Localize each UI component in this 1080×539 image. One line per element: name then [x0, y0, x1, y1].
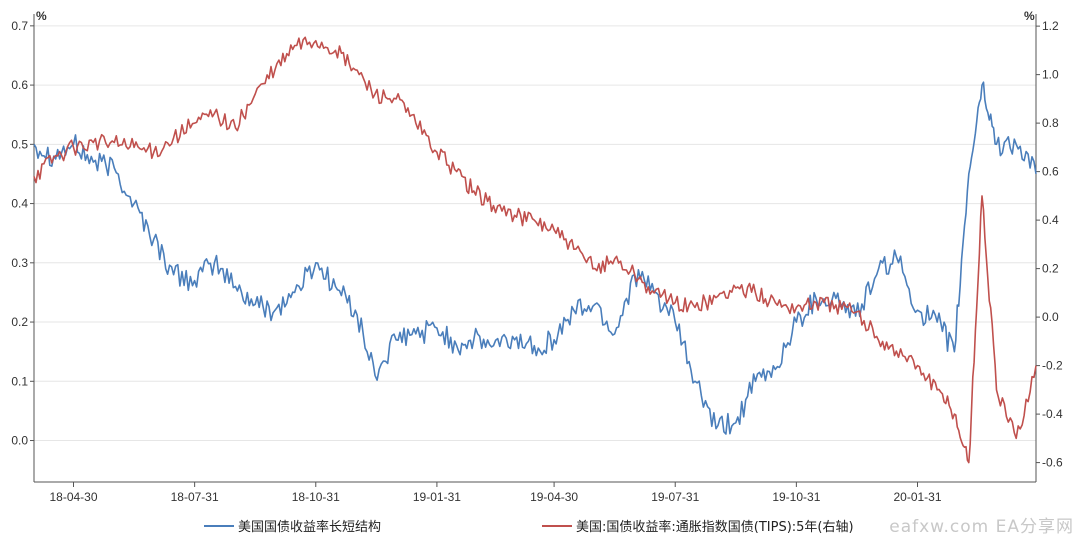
x-tick-label: 19-07-31	[651, 490, 699, 504]
legend-swatch-blue	[204, 524, 234, 527]
right-tick-label: -0.2	[1042, 359, 1063, 373]
right-tick-label: 1.0	[1042, 68, 1059, 82]
left-tick-label: 0.7	[11, 19, 28, 33]
right-tick-label: 0.0	[1042, 310, 1059, 324]
legend-label-curve-structure: 美国国债收益率长短结构	[238, 520, 382, 535]
axes: 0.0 0.1 0.2 0.3 0.4 0.5 0.6 0.7 -0.6 -0.4 -0.2 0.0 0…	[11, 14, 1063, 504]
right-tick-label: 1.2	[1042, 19, 1059, 33]
legend-swatch-red	[542, 524, 572, 527]
series-line-curve-structure	[33, 81, 1037, 435]
series-lines	[33, 36, 1037, 464]
left-tick-label: 0.1	[11, 374, 28, 388]
right-tick-label: 0.6	[1042, 165, 1059, 179]
left-tick-label: 0.6	[11, 78, 28, 92]
series-line-tips-5y	[33, 36, 1037, 464]
left-tick-label: 0.5	[11, 137, 28, 151]
right-tick-label: 0.8	[1042, 116, 1059, 130]
x-tick-label: 18-10-31	[292, 490, 340, 504]
right-axis-unit: %	[1024, 9, 1035, 23]
right-tick-label: 0.4	[1042, 213, 1059, 227]
right-tick-label: -0.4	[1042, 407, 1063, 421]
right-tick-label: 0.2	[1042, 262, 1059, 276]
legend-item-curve-structure: 美国国债收益率长短结构	[204, 516, 381, 535]
x-tick-label: 19-04-30	[530, 490, 578, 504]
left-axis-unit: %	[36, 9, 47, 23]
legend-label-tips-5y: 美国:国债收益率:通胀指数国债(TIPS):5年(右轴)	[576, 520, 854, 535]
x-tick-label: 20-01-31	[893, 490, 941, 504]
left-tick-label: 0.4	[11, 197, 28, 211]
gridlines	[34, 25, 1036, 442]
left-tick-label: 0.2	[11, 315, 28, 329]
left-tick-label: 0.0	[11, 434, 28, 448]
x-tick-label: 19-10-31	[772, 490, 820, 504]
x-tick-label: 19-01-31	[413, 490, 461, 504]
x-tick-label: 18-07-31	[171, 490, 219, 504]
x-tick-label: 18-04-30	[49, 490, 97, 504]
watermark: eafxw.com EA分享网	[889, 517, 1074, 537]
legend-item-tips-5y: 美国:国债收益率:通胀指数国债(TIPS):5年(右轴)	[542, 516, 854, 535]
right-tick-label: -0.6	[1042, 456, 1063, 470]
left-tick-label: 0.3	[11, 256, 28, 270]
